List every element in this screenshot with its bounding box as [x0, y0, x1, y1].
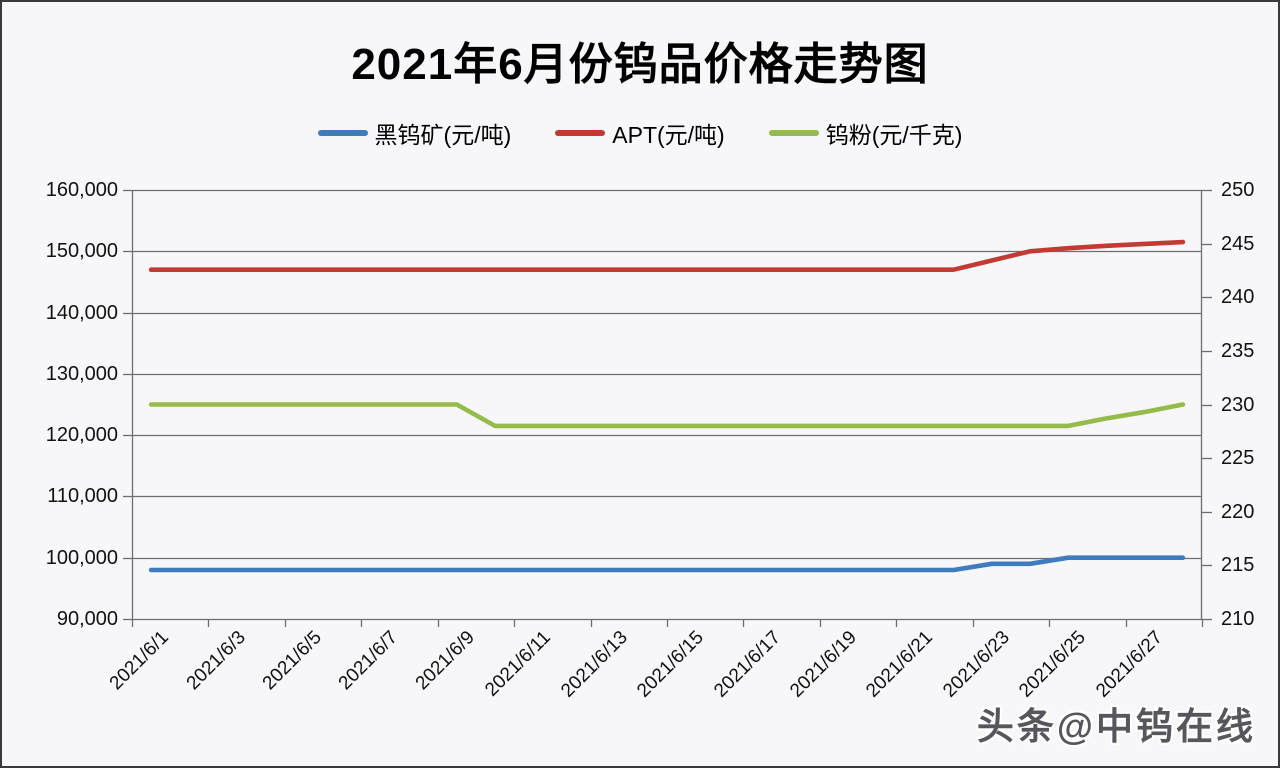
line-swatch-icon [317, 130, 368, 136]
left-axis-label: 140,000 [45, 301, 118, 324]
legend-label: 黑钨矿(元/吨) [374, 122, 512, 148]
right-axis-label: 230 [1221, 393, 1255, 416]
legend-item-black-tungsten-ore: 黑钨矿(元/吨) [317, 116, 512, 150]
legend-item-tungsten-powder: 钨粉(元/千克) [768, 116, 963, 150]
watermark: 头条@中钨在线 [976, 706, 1256, 747]
legend-label: APT(元/吨) [612, 122, 725, 148]
series-line-2 [148, 402, 1186, 429]
right-axis-label: 240 [1221, 286, 1255, 309]
page-title: 2021年6月份钨品价格走势图 [351, 40, 929, 89]
right-axis-label: 235 [1221, 339, 1255, 362]
left-axis-label: 120,000 [45, 424, 118, 447]
left-axis-label: 100,000 [45, 546, 118, 569]
left-axis-label: 150,000 [45, 240, 118, 263]
right-axis-label: 210 [1221, 608, 1255, 630]
line-swatch-icon [555, 130, 606, 136]
right-axis-label: 250 [1221, 179, 1255, 201]
line-swatch-icon [768, 130, 819, 136]
left-axis-label: 130,000 [45, 362, 118, 385]
right-axis-label: 245 [1221, 232, 1255, 255]
right-axis-label: 215 [1221, 554, 1255, 577]
left-axis-label: 110,000 [47, 485, 118, 508]
right-axis-label: 220 [1221, 500, 1255, 523]
legend: 黑钨矿(元/吨) APT(元/吨) 钨粉(元/千克) [2, 114, 1278, 152]
series-line-0 [148, 555, 1186, 573]
left-axis-label: 90,000 [56, 608, 118, 630]
legend-label: 钨粉(元/千克) [825, 122, 963, 148]
right-axis-label: 225 [1221, 447, 1255, 470]
series-line-1 [148, 239, 1186, 273]
left-axis-label: 160,000 [45, 179, 118, 201]
legend-item-apt: APT(元/吨) [555, 116, 725, 150]
